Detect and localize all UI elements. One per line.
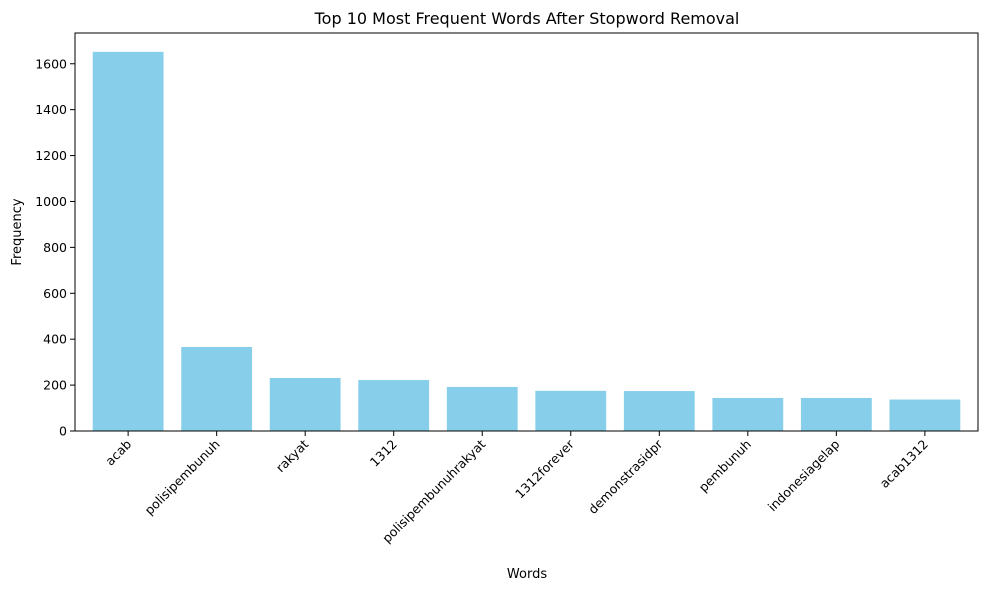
y-axis: 0 200 400 600 800 1000 1200 1400 1600 [35,56,75,439]
plot-area-frame [74,32,979,432]
x-tick-label: rakyat [273,436,312,475]
y-tick-label: 1600 [35,56,67,71]
bar-1312 [358,380,430,431]
y-tick-label: 1400 [35,102,67,117]
bar-1312forever [535,390,607,431]
x-axis: acab polisipembunuh rakyat 1312polisipembun… [102,431,931,546]
x-tick-label: acab [102,436,134,468]
y-tick-label: 1000 [35,194,67,209]
bar-indonesiagelap [800,397,872,431]
x-tick-label: 1312forever [512,436,577,501]
y-tick-label: 400 [43,332,67,347]
bar-polisipembunuh [181,346,253,431]
chart-title: Top 10 Most Frequent Words After Stopwor… [314,9,740,28]
y-tick-label: 600 [43,286,67,301]
y-tick-label: 800 [43,240,67,255]
x-tick-label: acab1312 [877,437,931,491]
bar-pembunuh [712,397,784,431]
bar-rakyat [269,377,341,431]
x-axis-label: Words [507,567,547,582]
y-tick-label: 200 [43,378,67,393]
x-tick-label: polisipembunuh [141,437,222,518]
y-tick-label: 1200 [35,148,67,163]
y-tick-label: 0 [59,424,67,439]
bar-acab1312 [889,399,961,431]
x-tick-label: demonstrasidpr [585,436,666,517]
x-tick-label: indonesiagelap [765,436,843,514]
bar-demonstrasidpr [623,391,695,431]
bar-acab [92,51,164,431]
y-axis-label: Frequency [10,198,25,265]
x-tick-label: 1312 [367,437,400,470]
x-tick-label: pembunuh [696,437,754,495]
x-tick-label: polisipembunuhrakyat [379,436,488,545]
bars-group [92,51,961,431]
bar-polisipembunuhrakyat [446,386,518,431]
